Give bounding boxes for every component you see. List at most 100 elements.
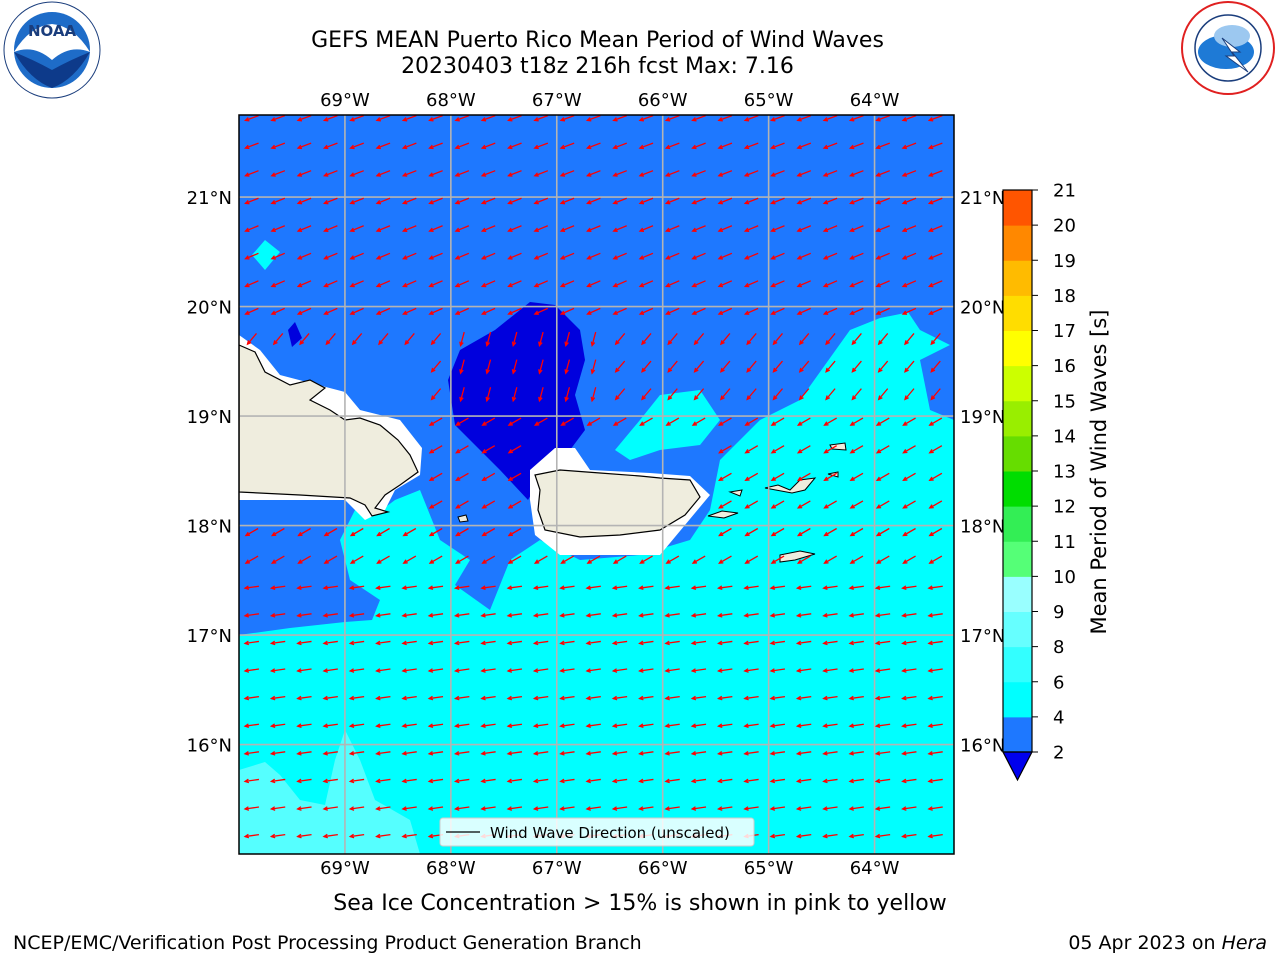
wave-direction-arrowhead [901,695,907,701]
wave-direction-arrow [613,668,628,672]
wave-direction-arrowhead [481,476,487,482]
wave-direction-arrowhead [430,340,436,346]
wave-direction-arrow [591,331,597,346]
wave-direction-arrow [746,360,757,373]
wave-direction-arrowhead [348,613,355,618]
wave-direction-arrowhead [901,227,908,232]
wave-period-field [239,115,954,854]
wave-direction-arrow [507,613,523,617]
wave-direction-arrow [692,225,706,232]
wave-direction-arrow [482,472,496,481]
wave-direction-arrow [403,252,417,260]
wave-direction-arrowhead [533,255,539,260]
wave-direction-arrow [850,555,864,564]
wave-direction-arrow [271,778,286,783]
wave-direction-arrowhead [641,340,646,346]
wave-direction-arrowhead [718,559,724,564]
wave-direction-arrow [586,668,601,672]
wave-direction-arrow [718,197,733,204]
wave-direction-arrow [797,668,812,672]
wave-direction-arrow [298,555,311,564]
wave-direction-arrow [455,585,470,589]
wave-direction-arrow [797,806,812,810]
wave-direction-arrowhead [848,613,854,618]
wave-direction-arrowhead [428,144,434,150]
wave-direction-arrowhead [822,282,829,288]
wave-direction-arrow [403,197,417,204]
wave-direction-arrowhead [507,310,513,315]
land-mona [457,514,469,523]
wave-direction-arrowhead [480,723,486,729]
wave-direction-arrowhead [322,640,328,646]
wave-direction-arrow [297,778,312,783]
period-band-2-4-east [900,295,954,420]
wave-direction-arrowhead [690,668,697,673]
wave-direction-arrow [904,333,915,345]
wave-direction-arrow [377,527,390,537]
wave-direction-arrow [718,695,733,700]
colorbar-tick-label: 17 [1053,321,1076,342]
wave-direction-arrow [876,115,891,122]
wave-direction-arrowhead [559,613,565,618]
wave-direction-arrowhead [428,255,434,260]
wave-direction-arrowhead [770,531,776,537]
wave-direction-arrow [692,170,706,177]
wave-direction-arrowhead [822,310,829,315]
wave-direction-arrow [297,170,312,177]
wave-direction-arrow [902,142,917,149]
wave-direction-arrowhead [904,395,909,401]
wave-direction-arrowhead [848,778,854,784]
wave-direction-arrowhead [427,751,434,756]
wave-direction-arrow [718,115,733,122]
wave-direction-arrow [350,527,364,537]
wave-direction-arrowhead [269,695,276,701]
wave-direction-arrow [720,333,731,345]
wave-direction-arrowhead [691,282,697,288]
wave-direction-arrow [402,778,417,783]
wave-direction-arrowhead [664,585,670,591]
colorbar-tick-label: 19 [1053,251,1076,272]
wave-direction-arrow [402,723,417,727]
wave-direction-arrow [455,723,470,727]
wave-direction-arrow [482,280,496,287]
wave-direction-arrow [459,387,465,401]
wave-direction-arrow [639,142,654,149]
wave-direction-arrowhead [611,613,618,618]
wave-direction-arrow [744,723,759,727]
wave-direction-arrowhead [427,668,434,673]
colorbar-tick-label: 12 [1053,497,1076,518]
wave-direction-arrow [429,142,443,149]
wave-direction-arrowhead [611,695,618,701]
wave-direction-arrowhead [901,282,908,288]
wave-direction-arrowhead [743,640,749,646]
wave-direction-arrowhead [901,172,908,177]
wave-direction-arrow [245,225,259,232]
wave-direction-arrowhead [796,476,803,482]
wave-direction-arrow [902,806,917,810]
wave-direction-arrow [746,333,757,345]
wave-direction-arrowhead [296,695,302,701]
wave-direction-arrowhead [375,282,382,288]
wave-direction-arrow [876,472,890,481]
wave-direction-arrow [561,417,574,426]
wave-direction-arrowhead [638,613,644,618]
wave-direction-arrow [429,585,444,589]
wave-direction-arrowhead [718,531,724,537]
wave-direction-arrow [323,778,338,783]
wave-direction-arrow [850,280,864,287]
wave-direction-arrowhead [743,172,750,177]
wave-direction-arrowhead [770,117,776,122]
wave-direction-arrow [692,115,706,122]
wave-direction-arrow [797,225,812,232]
wave-direction-arrowhead [402,531,408,537]
wave-direction-arrowhead [796,199,802,205]
wave-direction-arrowhead [401,255,408,260]
wave-direction-arrowhead [532,668,539,673]
wave-direction-arrow [718,668,733,672]
wave-direction-arrow [271,555,285,564]
wave-direction-arrow [902,723,917,727]
wave-direction-arrowhead [901,668,907,673]
wave-direction-arrow [245,170,259,177]
wave-direction-arrow [481,197,496,204]
wave-direction-arrow [719,500,732,509]
